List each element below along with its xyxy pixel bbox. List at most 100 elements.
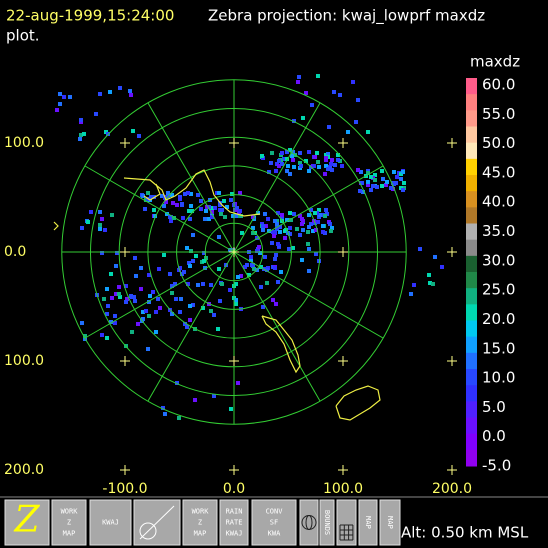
coastlines [53, 169, 381, 421]
echo [188, 217, 192, 221]
echo [78, 137, 82, 141]
colorbar-label: 35.0 [482, 222, 515, 240]
echo [110, 213, 114, 217]
x-label: 0.0 [223, 481, 245, 497]
echo [440, 265, 444, 269]
echo [203, 266, 207, 270]
icon-bg [219, 499, 249, 546]
echo [298, 161, 302, 165]
toolbar-icon[interactable]: WORK Z MAP [51, 499, 87, 546]
echo [203, 217, 207, 221]
icon-label: MAP [364, 516, 372, 529]
colorbar-label: 15.0 [482, 339, 515, 357]
echo [106, 304, 110, 308]
toolbar-icon[interactable] [299, 499, 319, 546]
echo [157, 267, 161, 271]
echo [301, 116, 305, 120]
toolbar-icon[interactable] [133, 499, 181, 546]
toolbar-icon[interactable]: BOUNDS [319, 499, 335, 546]
range-ring [61, 79, 407, 425]
echo [98, 92, 102, 96]
echo [105, 287, 109, 291]
toolbar-icon[interactable] [336, 499, 357, 546]
echo [234, 298, 238, 302]
title-cont: plot. [6, 27, 40, 45]
echo [286, 164, 290, 168]
toolbar-icon[interactable]: KWAJ [89, 499, 132, 546]
echo [373, 173, 377, 177]
echo [287, 247, 291, 251]
echo [329, 229, 333, 233]
x-label: -100.0 [102, 481, 147, 497]
echo [210, 210, 214, 214]
toolbar-icon[interactable]: Z [4, 499, 50, 546]
echo [324, 156, 328, 160]
colorbar-segment [466, 158, 477, 176]
echo [133, 299, 137, 303]
echo [80, 321, 84, 325]
echo [196, 283, 200, 287]
echo [153, 214, 157, 218]
echo [249, 258, 253, 262]
colorbar-segment [466, 433, 477, 451]
echo [324, 164, 328, 168]
toolbar-icon[interactable]: MAP [358, 499, 378, 546]
echo [276, 242, 280, 246]
echo [412, 283, 416, 287]
echo [58, 102, 62, 106]
echo [371, 184, 375, 188]
echo [201, 282, 205, 286]
echo [98, 227, 102, 231]
echo [173, 282, 177, 286]
echo [105, 312, 109, 316]
echo [109, 320, 113, 324]
colorbar-segment [466, 110, 477, 127]
colorbar-segment [466, 385, 477, 402]
echo [207, 217, 211, 221]
echo [277, 164, 281, 168]
echo [263, 212, 267, 216]
echo [270, 151, 274, 155]
echo [55, 108, 59, 112]
echo [356, 168, 360, 172]
echo [239, 274, 243, 278]
echo [326, 167, 330, 171]
echo [369, 188, 373, 192]
echo [295, 227, 299, 231]
echo [311, 229, 315, 233]
echo [168, 215, 172, 219]
echo [433, 255, 437, 259]
toolbar-icon[interactable]: CONV SF KWA [251, 499, 297, 546]
toolbar-icon[interactable]: RAIN RATE KWAJ [219, 499, 249, 546]
echo [103, 228, 107, 232]
echo [369, 175, 373, 179]
echo [132, 295, 136, 299]
echo [113, 321, 117, 325]
echo [316, 160, 320, 164]
echo [276, 211, 280, 215]
echo [154, 310, 158, 314]
echo [118, 86, 122, 90]
icon-label: KWA [268, 530, 281, 538]
echo [188, 318, 192, 322]
echo [269, 161, 273, 165]
echo [354, 120, 358, 124]
echo [307, 247, 311, 251]
echo [180, 203, 184, 207]
icon-bg [379, 499, 401, 546]
colorbar-label: -5.0 [482, 457, 511, 475]
echo [288, 148, 292, 152]
echo [68, 95, 72, 99]
echo [300, 222, 304, 226]
echo [94, 112, 98, 116]
echo [256, 211, 260, 215]
coastline [261, 315, 301, 374]
echo [306, 230, 310, 234]
icon-bg [51, 499, 87, 546]
toolbar-icon[interactable]: WORK Z MAP [182, 499, 218, 546]
echo [285, 218, 289, 222]
colorbar-segment [466, 449, 477, 467]
toolbar-icon[interactable]: MAP [379, 499, 401, 546]
echo [191, 303, 195, 307]
icon-label: RAIN [226, 508, 243, 516]
